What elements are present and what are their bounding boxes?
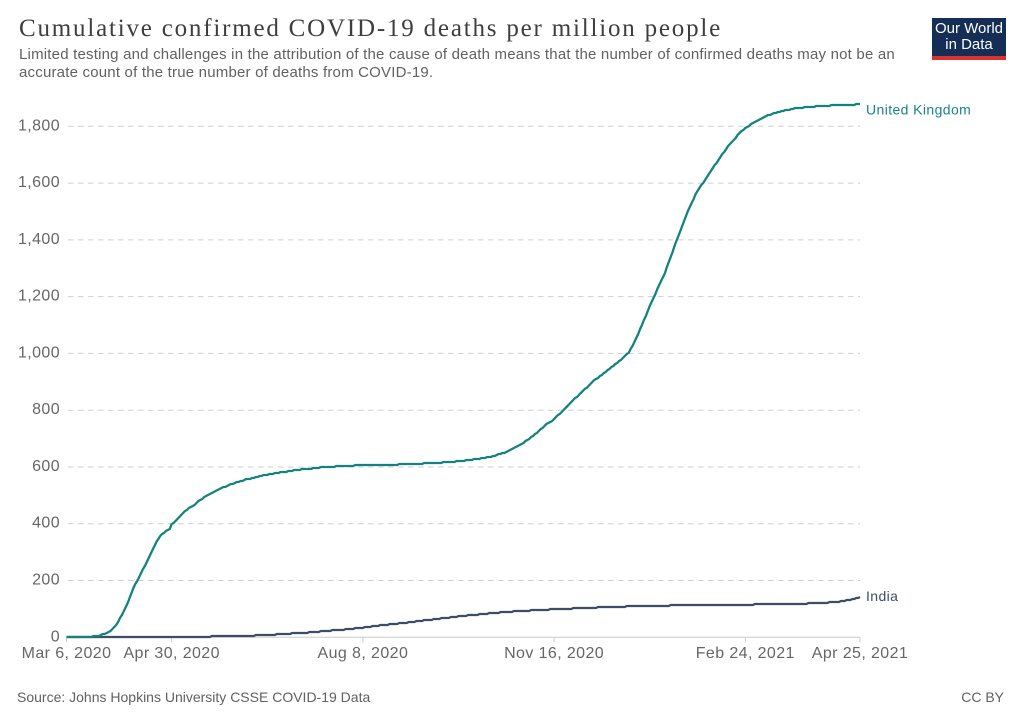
svg-text:1,400: 1,400 [18, 231, 60, 248]
svg-text:United Kingdom: United Kingdom [866, 102, 971, 118]
svg-text:400: 400 [32, 515, 60, 532]
svg-text:800: 800 [32, 401, 60, 418]
svg-text:Nov 16, 2020: Nov 16, 2020 [504, 645, 604, 662]
svg-text:600: 600 [32, 458, 60, 475]
svg-text:Feb 24, 2021: Feb 24, 2021 [696, 645, 795, 662]
svg-text:0: 0 [51, 628, 60, 645]
svg-text:Aug 8, 2020: Aug 8, 2020 [318, 645, 409, 662]
svg-text:1,000: 1,000 [18, 344, 60, 361]
svg-text:1,200: 1,200 [18, 288, 60, 305]
svg-text:Apr 30, 2020: Apr 30, 2020 [123, 645, 219, 662]
svg-text:Mar 6, 2020: Mar 6, 2020 [22, 645, 112, 662]
svg-text:200: 200 [32, 572, 60, 589]
svg-text:Apr 25, 2021: Apr 25, 2021 [812, 645, 908, 662]
svg-text:1,600: 1,600 [18, 174, 60, 191]
svg-text:1,800: 1,800 [18, 117, 60, 134]
svg-text:India: India [866, 588, 898, 604]
